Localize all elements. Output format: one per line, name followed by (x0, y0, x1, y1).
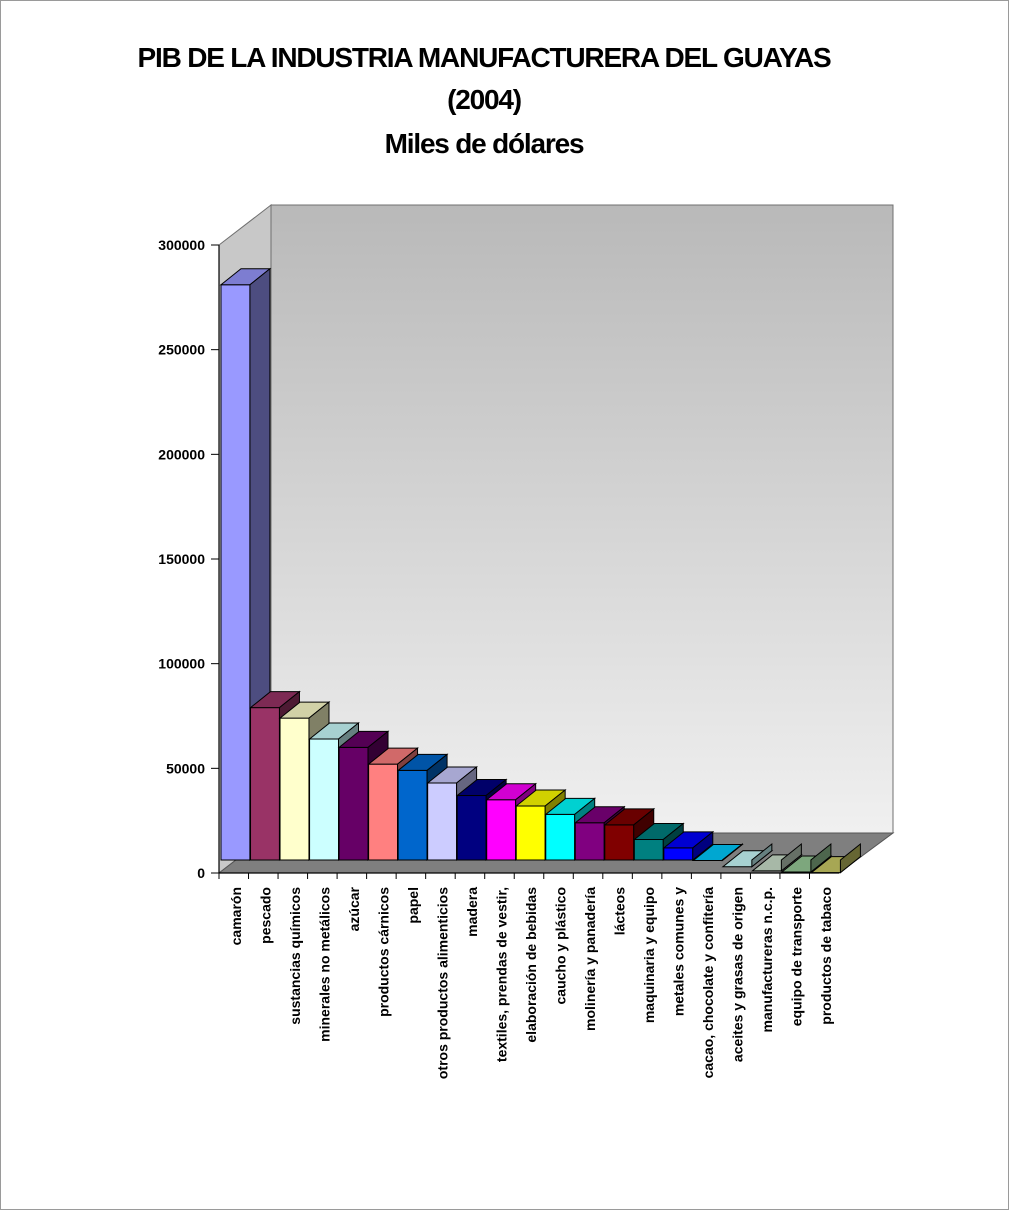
category-label: camarón (228, 887, 244, 945)
y-tick-label: 50000 (166, 760, 205, 776)
category-label: textiles, prendas de vestir, (493, 887, 509, 1062)
category-label: elaboración de bebidas (523, 887, 539, 1043)
bar-front (515, 805, 546, 861)
bar-side (692, 830, 714, 862)
y-tick-label: 100000 (158, 656, 205, 672)
y-tick-label: 0 (197, 865, 205, 881)
chart-title-line-2: (2004) (447, 84, 521, 115)
bar-front (279, 717, 310, 861)
category-label: productos de tabaco (818, 887, 834, 1025)
bar-front (427, 782, 458, 861)
chart-title-line-1: PIB DE LA INDUSTRIA MANUFACTURERA DEL GU… (138, 42, 831, 73)
bar-front (338, 746, 369, 861)
bar-front (309, 738, 340, 861)
chart-title: PIB DE LA INDUSTRIA MANUFACTURERA DEL GU… (138, 42, 833, 159)
bar-front (574, 822, 605, 861)
category-label: minerales no metálicos (316, 887, 332, 1042)
bar (662, 830, 715, 862)
bar (721, 842, 774, 868)
bar-front (368, 763, 399, 861)
bar-front (250, 707, 280, 861)
category-label: equipo de transporte (789, 887, 805, 1026)
bar-side (810, 842, 832, 873)
y-axis: 0 50000 100000 150000 200000 250000 300000 (158, 237, 220, 881)
x-axis-labels: camarón pescado sustancias químicos mineral… (218, 872, 839, 1079)
y-tick-label: 200000 (158, 446, 205, 462)
bar-front (397, 769, 428, 861)
bar (691, 842, 744, 862)
category-label: maquinaria y equipo (641, 887, 657, 1023)
y-tick-label: 300000 (158, 237, 205, 253)
category-label: pescado (257, 887, 273, 944)
chart-title-line-3: Miles de dólares (385, 128, 584, 159)
category-label: sustancias químicos (287, 887, 303, 1025)
category-label: molinería y panadería (582, 887, 598, 1031)
category-label: lácteos (612, 887, 628, 935)
bars (219, 267, 862, 874)
bar-front (663, 847, 694, 861)
bar-side (721, 842, 743, 862)
bar (780, 842, 833, 873)
category-label: cacao, chocolate y confitería (700, 887, 716, 1079)
bar-front (604, 824, 635, 861)
bar-side (839, 842, 861, 874)
category-label: caucho y plástico (553, 887, 569, 1004)
bar-front (633, 839, 664, 861)
category-label: productos cárnicos (375, 887, 391, 1017)
category-label: metales comunes y (671, 887, 687, 1016)
bar-side (780, 842, 802, 872)
category-label: otros productos alimenticios (434, 887, 450, 1079)
bar-front (545, 813, 576, 861)
category-label: papel (405, 887, 421, 924)
category-label: azúcar (346, 886, 362, 931)
bar (751, 842, 803, 872)
bar-front (220, 284, 251, 861)
bar-side (751, 842, 773, 868)
bar-front (456, 795, 487, 861)
y-tick-label: 150000 (158, 551, 205, 567)
bar-front (486, 799, 517, 861)
back-wall (270, 204, 894, 834)
category-label: aceites y grasas de origen (730, 887, 746, 1062)
category-label: madera (464, 887, 480, 937)
y-tick-label: 250000 (158, 342, 205, 358)
category-label: manufactureras n.c.p. (759, 887, 775, 1033)
